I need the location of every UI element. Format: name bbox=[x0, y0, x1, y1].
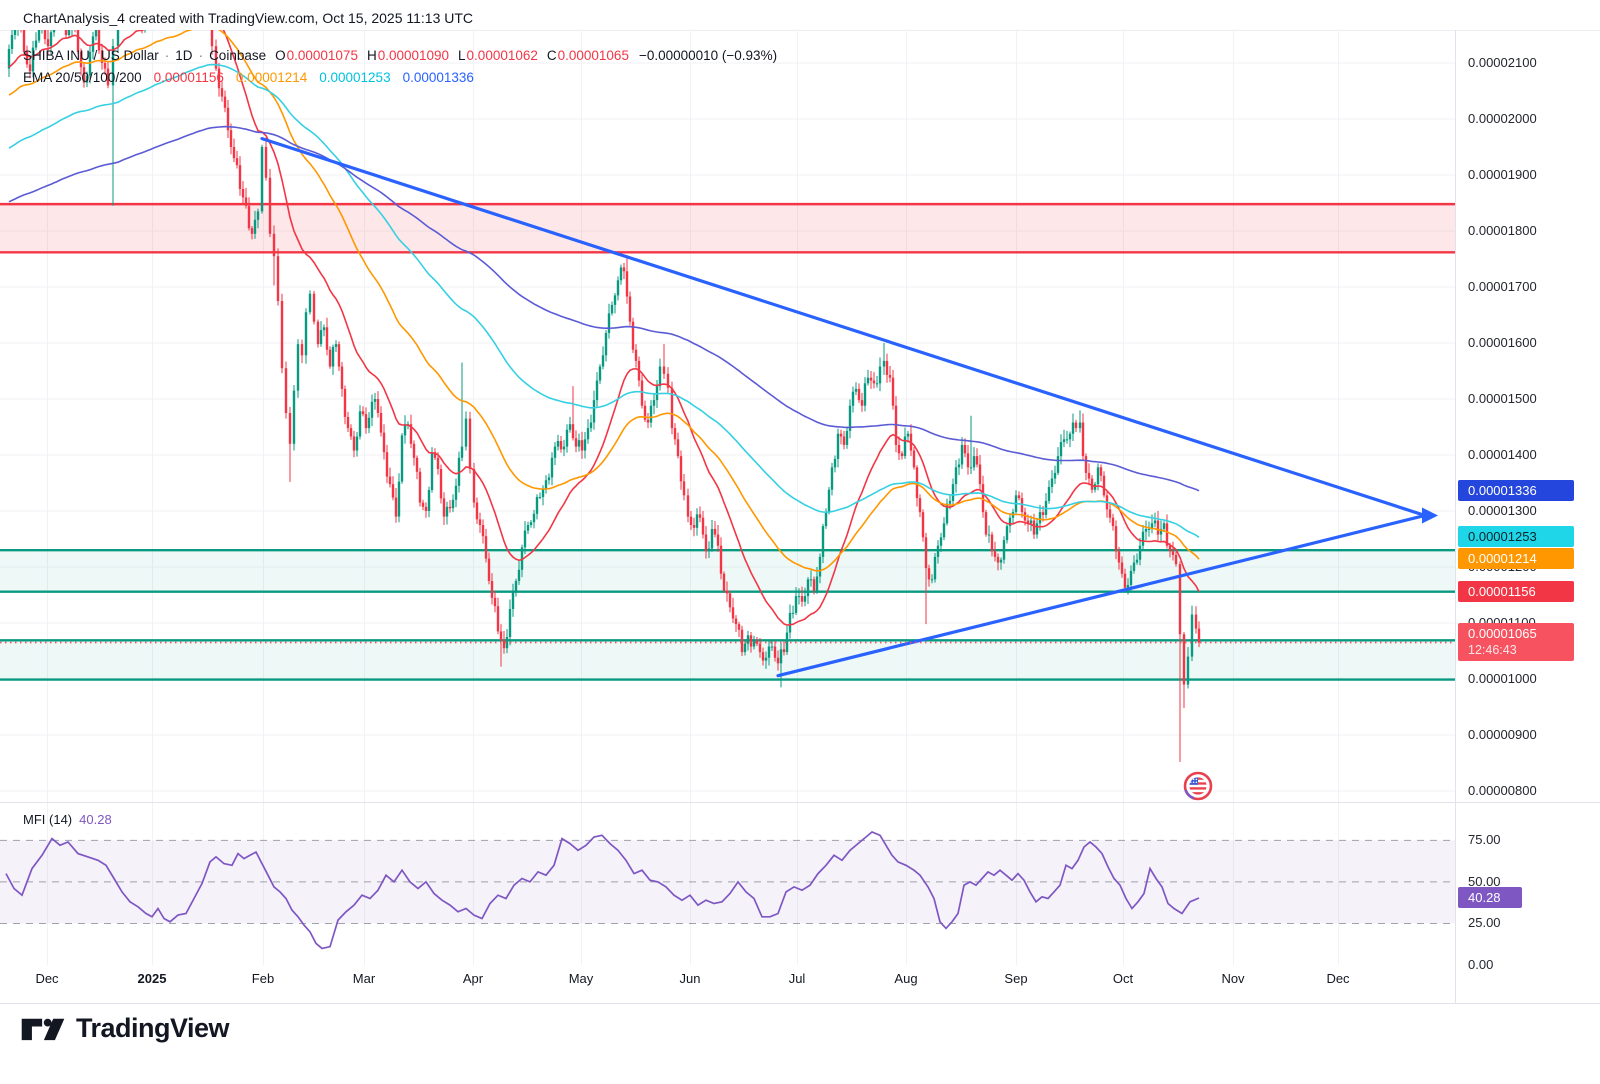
us-flag-event-icon[interactable] bbox=[1183, 771, 1213, 801]
ema-100-line bbox=[8, 63, 1200, 538]
trendline-lower[interactable] bbox=[776, 513, 1427, 678]
support-zone-2[interactable] bbox=[0, 639, 1455, 681]
trendline-arrowhead bbox=[1422, 507, 1438, 524]
candlestick-series bbox=[7, 30, 1201, 762]
ema-200-line bbox=[8, 125, 1200, 492]
ema-20-line bbox=[8, 30, 1200, 626]
mfi-line bbox=[5, 831, 1200, 950]
ema-50-line bbox=[8, 30, 1200, 572]
trendline-upper[interactable] bbox=[260, 137, 1427, 518]
resistance-zone[interactable] bbox=[0, 202, 1455, 254]
